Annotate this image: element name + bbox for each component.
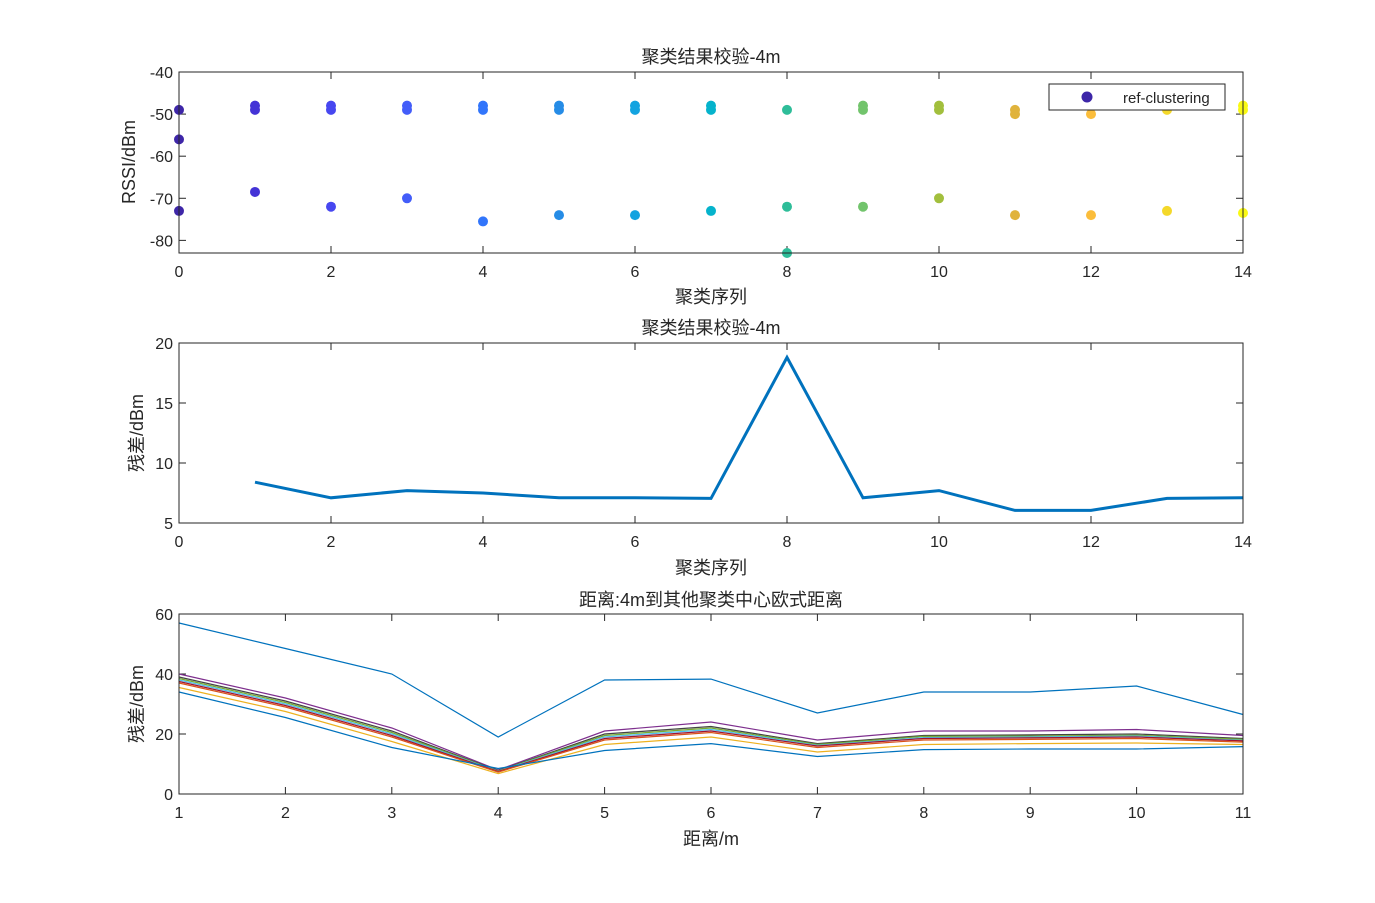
y-tick-label: 10 [155, 456, 173, 473]
scatter-point [782, 105, 792, 115]
x-tick-label: 3 [387, 805, 396, 822]
scatter-point [250, 187, 260, 197]
scatter-point [706, 206, 716, 216]
axes-box [179, 614, 1243, 794]
x-tick-label: 2 [281, 805, 290, 822]
distance-lines [179, 623, 1243, 774]
scatter-point [782, 202, 792, 212]
y-tick-label: 40 [155, 667, 173, 684]
x-tick-label: 4 [479, 264, 488, 281]
y-tick-label: 5 [164, 516, 173, 533]
x-tick-label: 8 [919, 805, 928, 822]
x-tick-label: 2 [327, 264, 336, 281]
y-tick-label: -40 [150, 65, 173, 82]
x-tick-label: 2 [327, 534, 336, 551]
tick-group: 0 2 4 6 8 10 12 14 5 10 15 20 [155, 336, 1252, 551]
series-line [179, 677, 1243, 771]
x-tick-label: 11 [1235, 805, 1252, 822]
scatter-point [402, 105, 412, 115]
x-tick-label: 14 [1234, 264, 1252, 281]
x-tick-label: 8 [783, 534, 792, 551]
y-axis-label: RSSI/dBm [119, 120, 139, 204]
y-tick-label: -80 [150, 233, 173, 250]
x-tick-label: 6 [631, 534, 640, 551]
x-tick-label: 0 [175, 534, 184, 551]
x-tick-label: 10 [930, 264, 948, 281]
scatter-point [326, 105, 336, 115]
x-tick-label: 4 [479, 534, 488, 551]
scatter-point [858, 105, 868, 115]
x-tick-label: 10 [930, 534, 948, 551]
scatter-point [326, 202, 336, 212]
x-tick-label: 14 [1234, 534, 1252, 551]
x-tick-label: 7 [813, 805, 822, 822]
y-tick-label: 60 [155, 607, 173, 624]
x-tick-label: 12 [1082, 534, 1100, 551]
scatter-axes: 聚类结果校验-4m 聚类序列 RSSI/dBm 0 2 4 6 8 10 12 14 -40 -5… [119, 47, 1252, 307]
y-tick-label: 0 [164, 787, 173, 804]
chart-title: 距离:4m到其他聚类中心欧式距离 [579, 590, 843, 610]
series-line [255, 357, 1243, 510]
y-tick-label: 15 [155, 396, 173, 413]
scatter-point [478, 216, 488, 226]
x-tick-label: 6 [707, 805, 716, 822]
scatter-point [630, 105, 640, 115]
x-tick-label: 8 [783, 264, 792, 281]
scatter-point [1086, 109, 1096, 119]
scatter-point [1162, 206, 1172, 216]
series-line [179, 679, 1243, 771]
y-axis-label: 残差/dBm [127, 394, 147, 472]
x-axis-label: 距离/m [683, 829, 739, 849]
y-tick-label: -50 [150, 107, 173, 124]
x-tick-label: 4 [494, 805, 503, 822]
scatter-point [554, 105, 564, 115]
y-axis-label: 残差/dBm [127, 665, 147, 743]
scatter-point [1010, 109, 1020, 119]
chart-title: 聚类结果校验-4m [642, 47, 781, 67]
x-tick-label: 10 [1128, 805, 1146, 822]
residual-line [255, 357, 1243, 510]
scatter-point [554, 210, 564, 220]
scatter-point [1010, 210, 1020, 220]
x-tick-label: 1 [175, 805, 184, 822]
tick-group: 1 2 3 4 5 6 7 8 9 10 11 0 20 40 60 [155, 607, 1251, 822]
x-tick-label: 9 [1026, 805, 1035, 822]
scatter-point [858, 202, 868, 212]
distance-axes: 距离:4m到其他聚类中心欧式距离 距离/m 残差/dBm 1 2 3 4 5 6 7 8 9 10… [127, 590, 1251, 849]
scatter-point [402, 193, 412, 203]
x-axis-label: 聚类序列 [675, 287, 747, 307]
x-tick-label: 0 [175, 264, 184, 281]
scatter-point [478, 105, 488, 115]
scatter-point [706, 105, 716, 115]
y-tick-label: 20 [155, 727, 173, 744]
scatter-points [174, 101, 1248, 258]
x-axis-label: 聚类序列 [675, 558, 747, 578]
chart-title: 聚类结果校验-4m [642, 318, 781, 338]
y-tick-label: -60 [150, 149, 173, 166]
legend-marker [1082, 92, 1093, 103]
series-line [179, 680, 1243, 771]
legend-entry: ref-clustering [1123, 90, 1210, 107]
scatter-point [934, 105, 944, 115]
scatter-point [630, 210, 640, 220]
x-tick-label: 12 [1082, 264, 1100, 281]
x-tick-label: 6 [631, 264, 640, 281]
x-tick-label: 5 [600, 805, 609, 822]
legend: ref-clustering [1049, 84, 1225, 110]
scatter-point [934, 193, 944, 203]
scatter-point [250, 105, 260, 115]
y-tick-label: 20 [155, 336, 173, 353]
scatter-point [1086, 210, 1096, 220]
residual-axes: 聚类结果校验-4m 聚类序列 残差/dBm 0 2 4 6 8 10 12 14 5 10 15 20 [127, 318, 1252, 578]
y-tick-label: -70 [150, 191, 173, 208]
